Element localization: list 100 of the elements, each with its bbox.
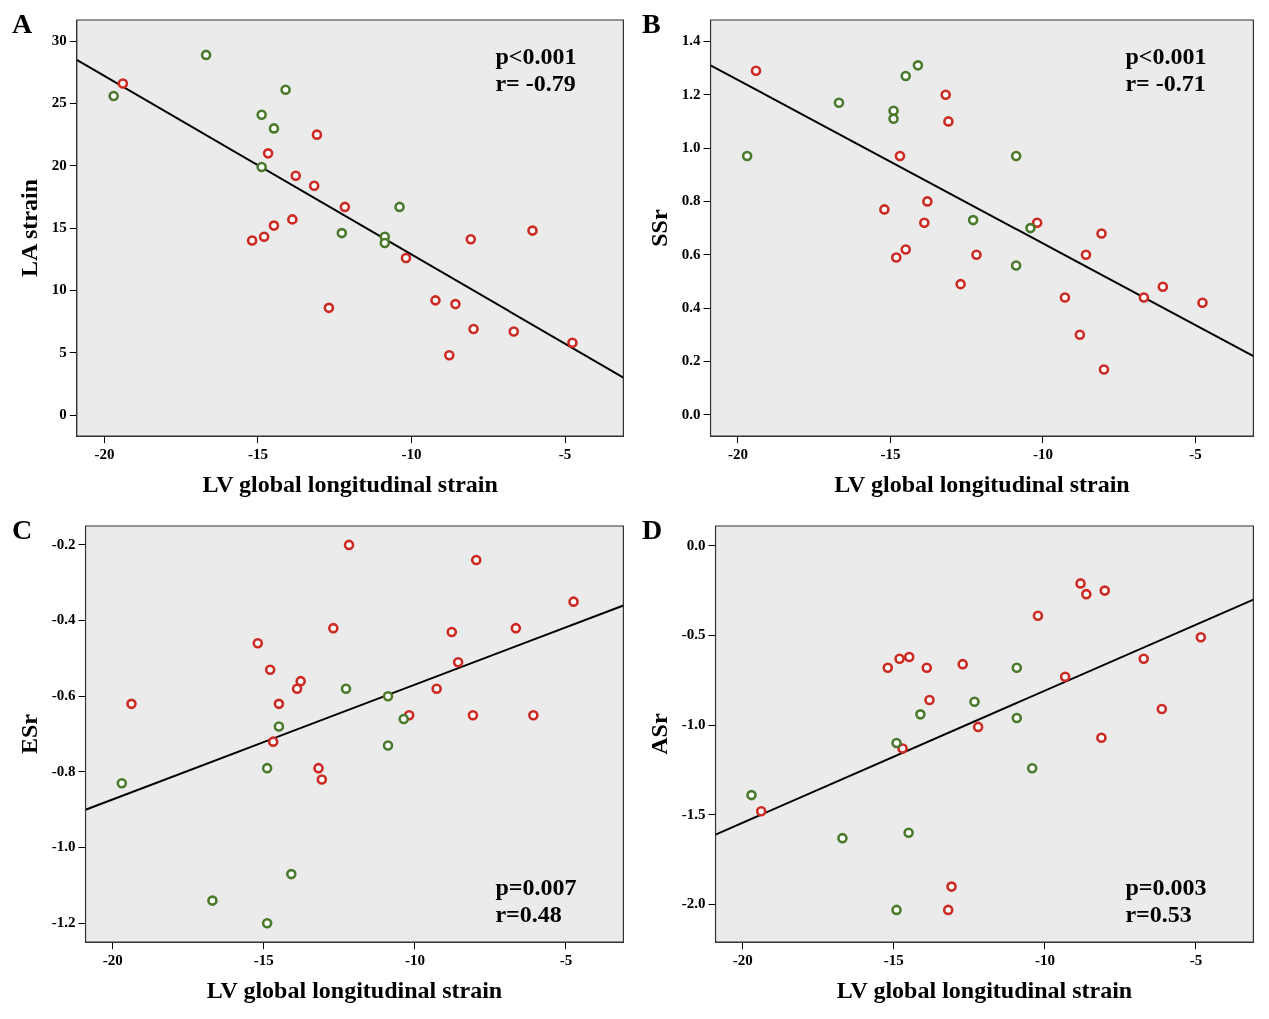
point [246, 235, 258, 246]
annotation: p<0.001 [495, 43, 577, 69]
point [1025, 222, 1036, 234]
point [1026, 762, 1038, 774]
y-axis-title: ESr [15, 713, 42, 755]
point [382, 740, 394, 751]
point [207, 895, 218, 906]
y-tick-label: -1.2 [51, 914, 76, 931]
point [467, 709, 479, 721]
point [468, 323, 479, 335]
point [446, 626, 458, 638]
annotation: p=0.007 [495, 874, 577, 901]
point [1011, 662, 1023, 674]
point [1059, 292, 1071, 303]
y-tick-label: 10 [51, 281, 67, 298]
point [295, 675, 306, 687]
point [1080, 249, 1092, 261]
point [508, 326, 520, 337]
x-tick-label: -10 [1034, 952, 1055, 969]
x-tick-label: -5 [1189, 952, 1203, 969]
x-tick-label: -20 [94, 446, 115, 463]
annotation: r=0.53 [1125, 901, 1192, 928]
point [273, 698, 285, 710]
point [273, 721, 285, 732]
point [1059, 671, 1071, 682]
y-tick-label: 1.2 [681, 85, 701, 102]
point [200, 49, 212, 61]
point [1156, 703, 1168, 715]
point [108, 90, 119, 102]
point [946, 881, 957, 892]
point [431, 683, 442, 694]
y-tick-label: 25 [51, 94, 67, 111]
point [264, 664, 276, 676]
point [268, 220, 280, 231]
point [256, 109, 267, 120]
point [924, 694, 935, 706]
point [837, 832, 848, 844]
x-tick-label: -10 [404, 952, 425, 969]
point [894, 653, 905, 665]
point [379, 237, 391, 249]
point [833, 97, 845, 109]
point [1081, 588, 1092, 600]
point [450, 298, 461, 310]
y-tick-label: -2.0 [681, 895, 706, 912]
y-tick-label: 20 [51, 156, 67, 173]
point [470, 554, 482, 566]
x-tick-label: -20 [728, 446, 748, 463]
y-tick-label: -1.0 [51, 838, 76, 855]
y-tick-label: 1.0 [681, 138, 701, 155]
point [568, 596, 579, 607]
y-axis-title: SSr [645, 209, 672, 247]
point [1099, 585, 1111, 596]
point [261, 762, 273, 774]
point [126, 698, 137, 710]
point [919, 217, 930, 229]
point [1138, 653, 1150, 665]
point [290, 170, 302, 182]
point [955, 278, 966, 290]
point [891, 737, 902, 749]
y-tick-label: 15 [51, 218, 67, 235]
point [328, 622, 339, 634]
point [891, 904, 902, 916]
point [262, 148, 274, 159]
point [942, 904, 954, 916]
point [336, 227, 348, 239]
point [1138, 292, 1150, 303]
y-tick-label: 30 [51, 32, 67, 49]
point [339, 201, 351, 213]
point [1032, 610, 1044, 621]
x-axis-title: LV global longitudinal strain [834, 470, 1130, 497]
y-tick-label: -0.6 [51, 687, 77, 704]
y-tick-label: 1.4 [681, 32, 702, 49]
point [1011, 712, 1023, 724]
point [400, 252, 412, 264]
point [1098, 364, 1110, 375]
annotation: r= -0.71 [1125, 70, 1206, 96]
y-tick-label: -0.8 [51, 762, 76, 779]
chart-title: B [642, 8, 661, 40]
point [746, 789, 757, 801]
point [510, 622, 522, 634]
point [755, 805, 767, 817]
point [528, 709, 539, 721]
point [443, 349, 455, 361]
point [252, 637, 264, 649]
point [890, 252, 902, 263]
point [258, 231, 270, 243]
chart-title: A [12, 8, 33, 40]
point [287, 214, 298, 225]
point [116, 777, 128, 789]
point [280, 84, 291, 96]
point [268, 123, 280, 134]
point [921, 662, 933, 674]
point [261, 917, 273, 929]
point [912, 60, 924, 71]
point [340, 683, 352, 694]
y-tick-label: 0.4 [681, 299, 702, 316]
point [394, 201, 405, 213]
y-tick-label: 5 [59, 343, 67, 360]
x-tick-label: -15 [247, 446, 268, 463]
x-axis-title: LV global longitudinal strain [206, 976, 503, 1003]
